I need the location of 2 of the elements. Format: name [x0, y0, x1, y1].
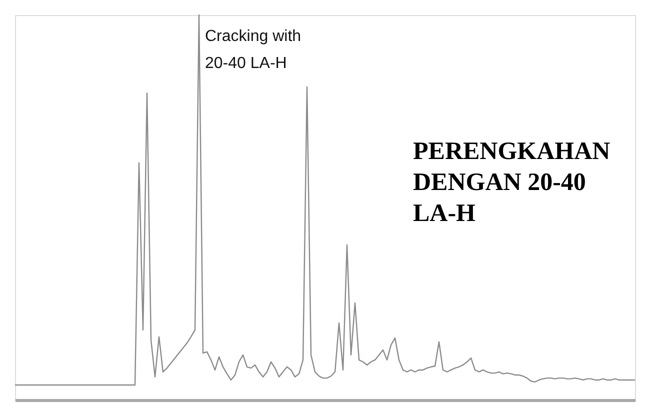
annotation: PERENGKAHAN DENGAN 20-40 LA-H [413, 138, 610, 227]
annotation: Cracking with 20-40 LA-H [205, 28, 302, 72]
